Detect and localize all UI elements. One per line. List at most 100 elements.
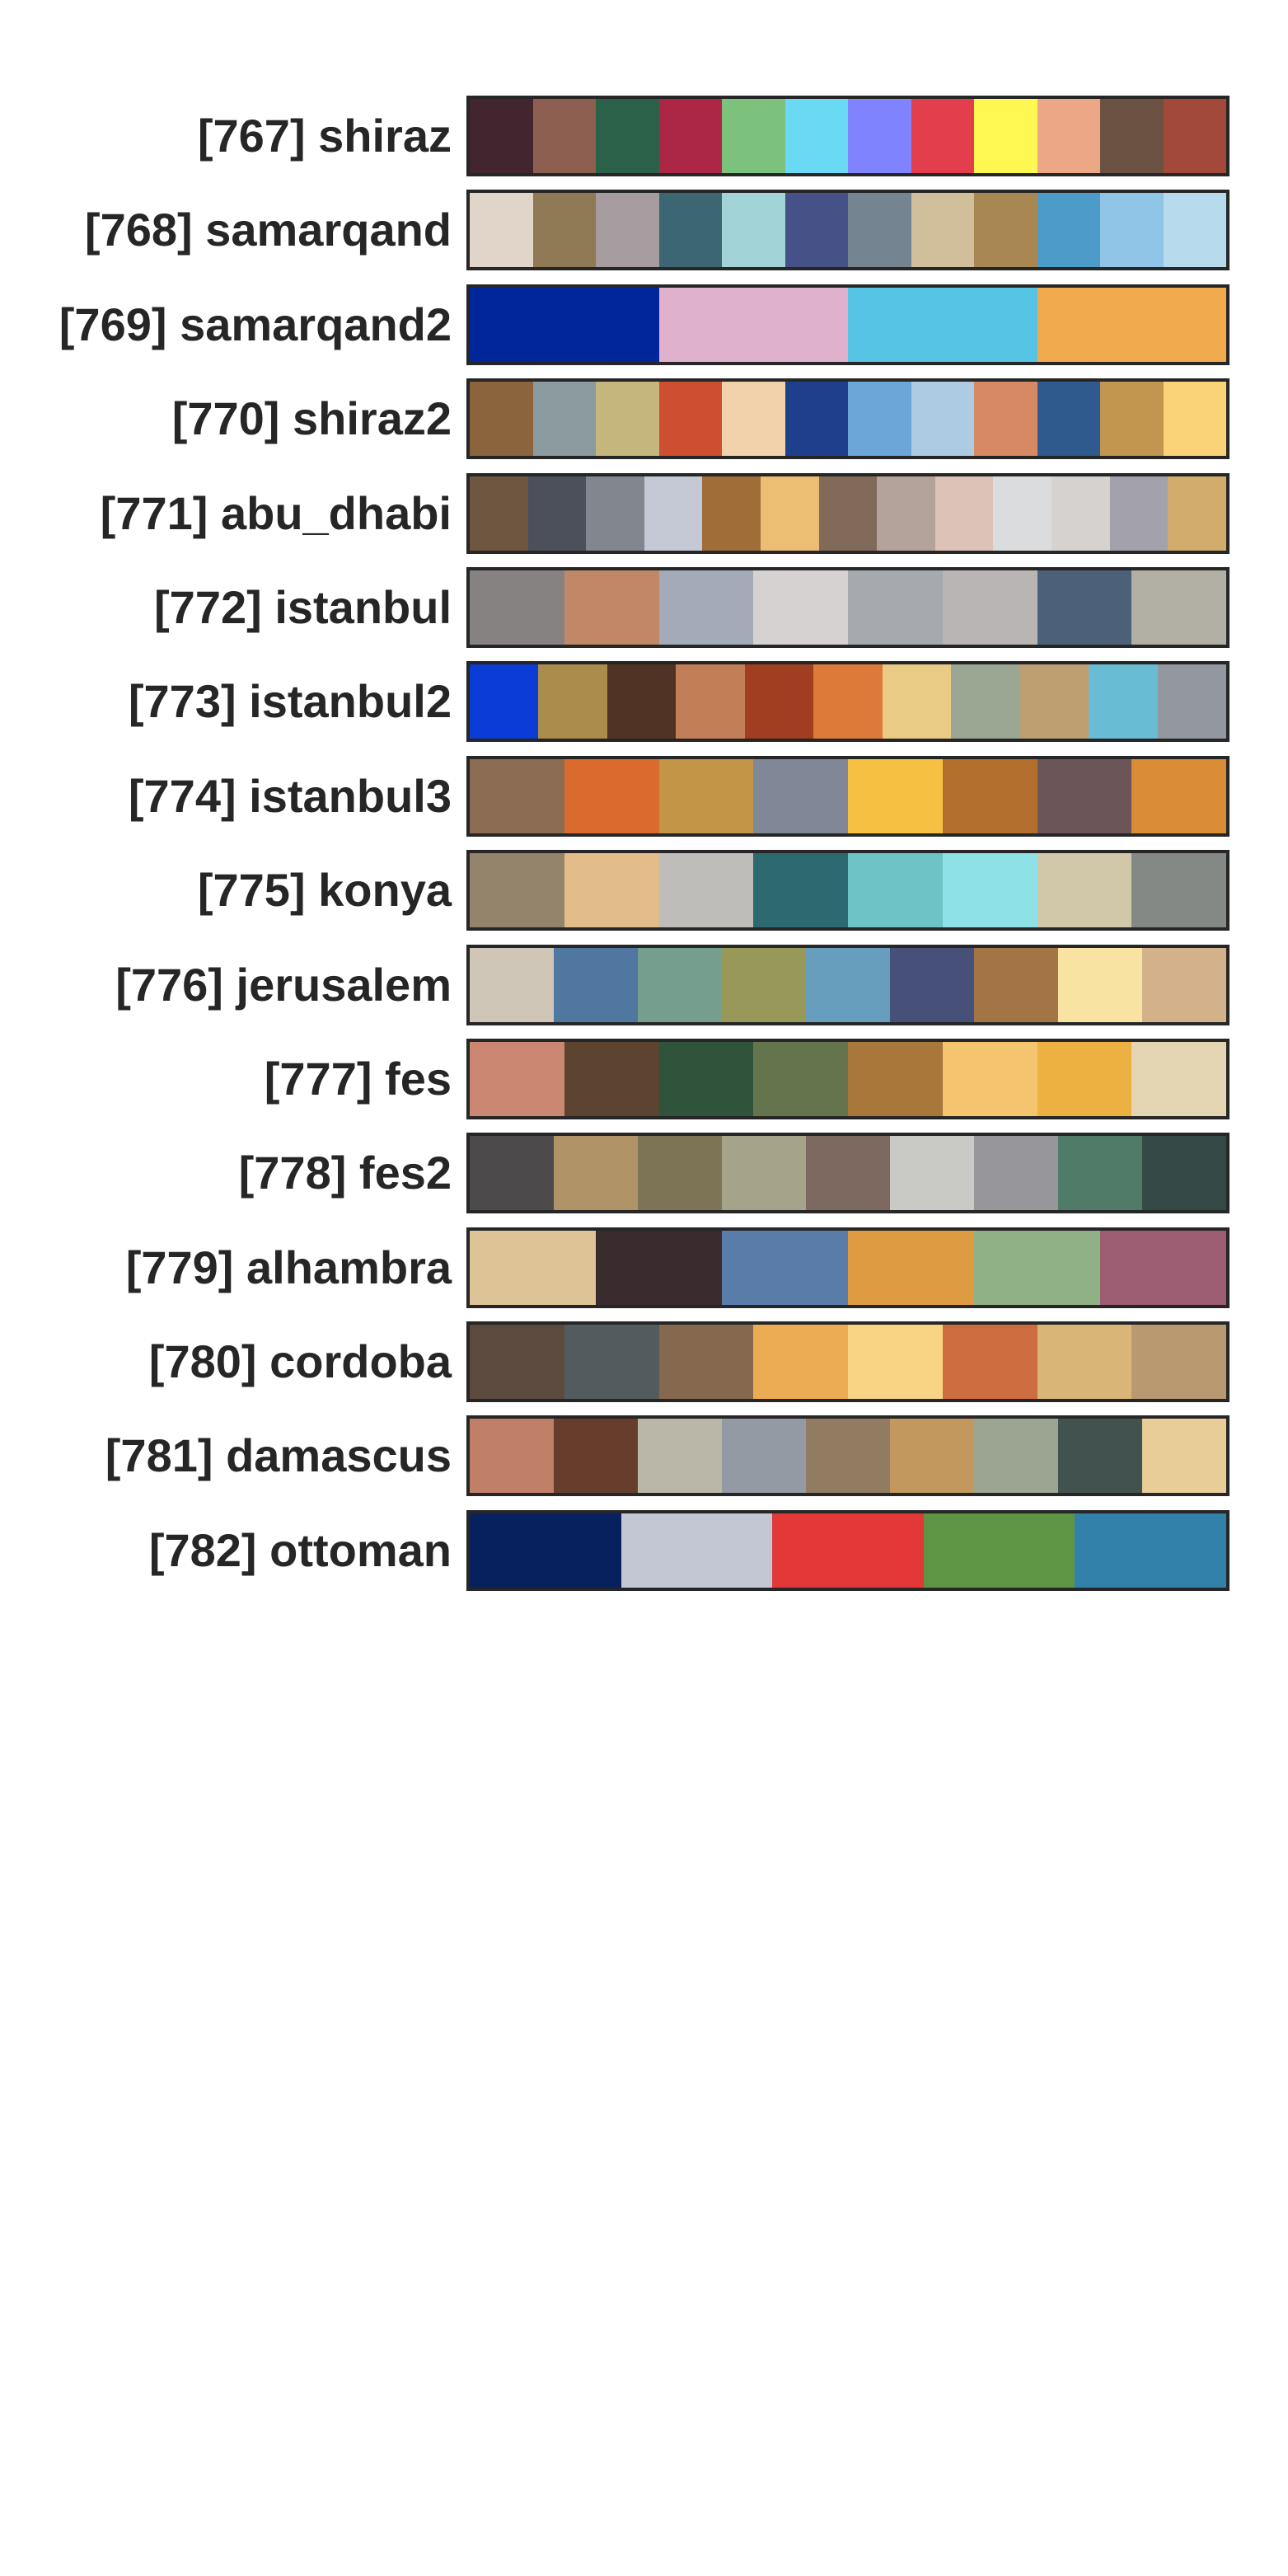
color-swatch [934,476,994,551]
color-swatch [1142,1419,1226,1494]
color-swatch [1037,1041,1132,1116]
color-swatch [658,758,754,833]
color-swatch [753,1041,848,1116]
palette-swatch-strip [466,850,1229,931]
palette-swatch-strip [466,472,1229,554]
palette-label: [768] samarqand [84,204,452,256]
color-swatch [753,758,848,833]
color-swatch [1142,1136,1226,1211]
color-swatch [470,382,533,457]
color-swatch [676,664,745,739]
color-swatch [806,1419,890,1494]
palette-swatch-strip [466,1038,1229,1119]
color-swatch [1100,99,1164,173]
palette-label: [778] fes2 [238,1147,452,1199]
color-swatch [586,476,644,551]
palette-label: [767] shiraz [197,110,452,162]
color-swatch [638,1136,722,1211]
color-swatch [532,99,596,173]
color-swatch [761,476,819,551]
color-swatch [470,664,539,739]
palette-row: [772] istanbul [0,566,1288,661]
color-swatch [806,947,890,1022]
color-swatch [470,570,564,645]
color-swatch [974,382,1037,457]
color-swatch [470,193,533,268]
color-swatch [1019,664,1089,739]
color-swatch [470,758,564,833]
color-swatch [974,99,1037,173]
color-swatch [942,853,1037,928]
color-swatch [974,1230,1100,1305]
palette-row: [778] fes2 [0,1133,1288,1227]
color-swatch [532,193,596,268]
color-swatch [1131,1325,1226,1400]
color-swatch [722,947,806,1022]
palette-label: [782] ottoman [148,1523,452,1576]
color-swatch [1142,947,1226,1022]
color-swatch [1100,193,1164,268]
color-swatch [813,664,883,739]
color-swatch [596,1230,722,1305]
palette-row: [776] jerusalem [0,944,1288,1039]
color-swatch [722,382,785,457]
color-swatch [470,287,659,362]
palette-row: [782] ottoman [0,1509,1288,1604]
color-swatch [638,1419,722,1494]
color-swatch [890,1136,974,1211]
color-swatch [564,1325,659,1400]
color-swatch [942,758,1037,833]
color-swatch [848,853,943,928]
color-swatch [658,193,722,268]
color-swatch [753,853,848,928]
color-swatch [848,1325,943,1400]
color-swatch [658,99,722,173]
color-swatch [911,193,974,268]
color-swatch [470,853,564,928]
color-swatch [1037,853,1132,928]
color-swatch [596,99,659,173]
color-swatch [942,1041,1037,1116]
color-swatch [785,382,848,457]
palette-swatch-strip [466,661,1229,743]
palette-row: [774] istanbul3 [0,755,1288,850]
color-swatch [658,382,722,457]
color-swatch [974,1136,1058,1211]
color-swatch [596,193,659,268]
color-swatch [470,99,533,173]
color-swatch [951,664,1020,739]
color-swatch [470,1136,554,1211]
palette-label: [769] samarqand2 [59,298,452,350]
color-swatch [942,570,1037,645]
color-swatch [470,1325,564,1400]
palette-swatch-strip [466,284,1229,365]
palette-swatch-strip [466,944,1229,1025]
color-swatch [993,476,1052,551]
color-swatch [785,99,848,173]
palette-label: [773] istanbul2 [128,675,452,728]
color-swatch [1037,99,1100,173]
color-swatch [470,1230,596,1305]
color-swatch [974,1419,1058,1494]
palette-label: [770] shiraz2 [171,392,452,445]
palette-swatch-strip [466,1227,1229,1308]
color-swatch [722,1230,848,1305]
color-swatch [621,1513,773,1588]
color-swatch [658,570,754,645]
color-swatch [722,99,785,173]
color-swatch [848,193,911,268]
color-swatch [1131,570,1226,645]
palette-row: [775] konya [0,850,1288,944]
palette-swatch-strip [466,190,1229,271]
color-swatch [1051,476,1110,551]
color-swatch [1037,1325,1132,1400]
palette-swatch-strip [466,1415,1229,1497]
color-swatch [554,947,638,1022]
color-swatch [658,287,848,362]
color-swatch [564,570,659,645]
color-swatch [785,193,848,268]
color-swatch [554,1419,638,1494]
color-swatch [554,1136,638,1211]
palette-label: [779] alhambra [125,1241,452,1293]
color-swatch [848,1041,943,1116]
